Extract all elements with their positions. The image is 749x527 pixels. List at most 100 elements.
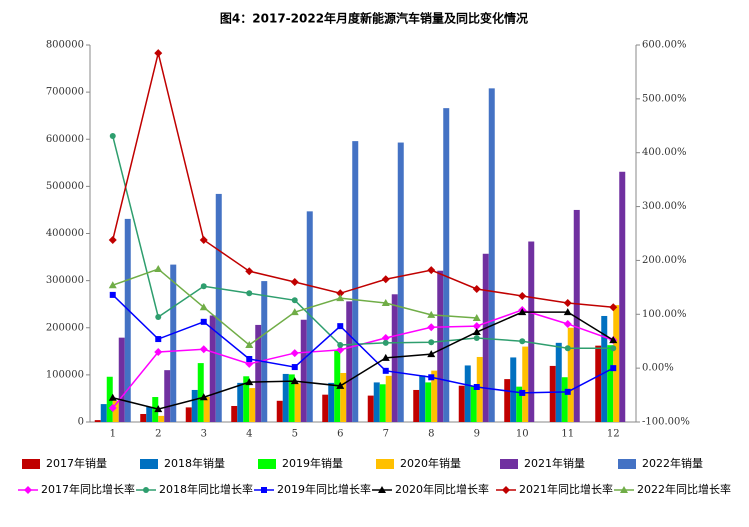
bar	[458, 385, 465, 422]
bar	[437, 270, 444, 422]
bar	[249, 388, 256, 422]
line	[112, 311, 614, 410]
line	[112, 309, 614, 409]
y-tick-label: 300000	[46, 275, 84, 286]
x-tick-label: 12	[607, 429, 620, 440]
y-tick-label: 500000	[46, 181, 84, 192]
bar	[209, 315, 216, 422]
line	[112, 135, 614, 349]
point	[382, 367, 389, 374]
legend-marker	[378, 486, 386, 493]
bar	[385, 375, 392, 422]
legend-marker	[24, 486, 32, 494]
bar	[595, 345, 602, 422]
bar	[282, 373, 289, 422]
bar	[367, 395, 374, 422]
bar	[140, 413, 147, 422]
bar	[294, 383, 301, 422]
bar	[124, 218, 131, 422]
point	[381, 333, 390, 342]
bar	[619, 171, 626, 422]
bar	[255, 324, 262, 422]
legend-swatch	[376, 459, 394, 469]
point	[518, 291, 527, 300]
x-tick-label: 3	[201, 429, 207, 440]
point	[473, 383, 480, 390]
point	[199, 235, 208, 244]
point	[472, 322, 481, 331]
bar	[164, 370, 171, 422]
bar	[431, 370, 438, 422]
point	[108, 235, 117, 244]
legend-label: 2020年同比增长率	[395, 482, 489, 496]
point	[609, 336, 618, 344]
point	[563, 319, 572, 328]
bar	[197, 363, 204, 422]
bar	[276, 400, 283, 422]
point	[245, 267, 254, 276]
y2-tick-label: 200.00%	[642, 255, 687, 266]
legend-label: 2019年同比增长率	[277, 482, 371, 496]
point	[564, 388, 571, 395]
point	[472, 314, 481, 322]
bar	[443, 108, 450, 423]
y2-tick-label: 0.00%	[642, 363, 674, 374]
bar	[100, 404, 107, 422]
y-tick-label: 400000	[46, 228, 84, 239]
bar	[346, 301, 353, 422]
line	[112, 52, 614, 309]
point	[246, 355, 253, 362]
bar	[549, 365, 556, 422]
point	[199, 303, 208, 311]
bar	[340, 372, 347, 422]
y2-tick-label: 100.00%	[642, 309, 687, 320]
point	[427, 323, 436, 332]
bar	[146, 406, 153, 422]
bar	[243, 376, 250, 422]
legend-marker	[261, 487, 267, 493]
bar	[555, 342, 562, 422]
point	[564, 345, 571, 352]
point	[154, 265, 163, 273]
bar	[288, 374, 295, 422]
x-tick-label: 8	[428, 429, 434, 440]
bar	[413, 389, 420, 422]
bar	[607, 345, 614, 422]
x-tick-label: 11	[561, 429, 574, 440]
point	[382, 339, 389, 346]
point	[609, 303, 618, 312]
legend-swatch	[140, 459, 158, 469]
legend-swatch	[618, 459, 636, 469]
point	[290, 349, 299, 358]
point	[109, 291, 116, 298]
bar	[118, 337, 125, 422]
legend-swatch	[258, 459, 276, 469]
point	[473, 334, 480, 341]
legend-label: 2022年同比增长率	[637, 482, 731, 496]
legend-label: 2022年销量	[642, 456, 703, 470]
bar	[215, 193, 222, 422]
bar	[373, 382, 380, 422]
bar	[397, 142, 404, 422]
y-tick-label: 700000	[46, 87, 84, 98]
bar	[300, 319, 307, 422]
bar	[419, 375, 426, 422]
point	[563, 308, 572, 316]
point	[427, 310, 436, 318]
bar	[328, 382, 335, 422]
point	[428, 339, 435, 346]
legend-swatch	[22, 459, 40, 469]
point	[381, 353, 390, 361]
bar	[601, 315, 608, 422]
bar	[231, 405, 238, 422]
x-tick-label: 10	[516, 429, 529, 440]
point	[108, 393, 117, 401]
bar	[567, 327, 574, 422]
point	[519, 338, 526, 345]
point	[428, 374, 435, 381]
point	[336, 294, 345, 302]
bar	[152, 397, 159, 422]
legend-label: 2019年销量	[282, 456, 343, 470]
point	[154, 347, 163, 356]
legend-swatch	[500, 459, 518, 469]
